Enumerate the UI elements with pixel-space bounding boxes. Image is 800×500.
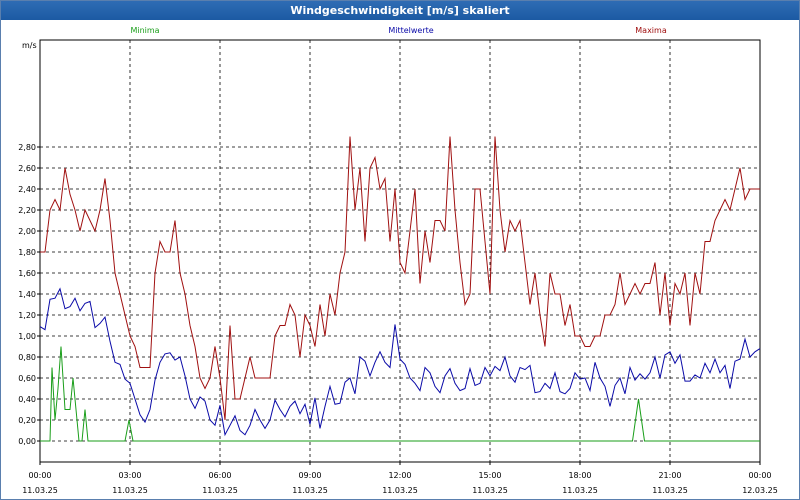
x-tick-time: 06:00 [208,471,231,480]
series-lines [39,136,761,442]
x-tick-time: 21:00 [658,471,681,480]
x-tick-date: 11.03.25 [382,486,418,495]
y-tick-label: 0,00 [18,437,36,446]
legend-minima: Minima [130,26,159,35]
x-tick-date: 12.03.25 [742,486,778,495]
x-tick-date: 11.03.25 [472,486,508,495]
x-tick-date: 11.03.25 [292,486,328,495]
chart-title: Windgeschwindigkeit [m/s] skaliert [1,1,799,20]
x-tick-date: 11.03.25 [22,486,58,495]
y-tick-label: 2,20 [18,206,36,215]
y-tick-label: 0,60 [18,374,36,383]
series-mittelwerte [39,287,761,437]
y-tick-label: 1,40 [18,290,36,299]
legend: Minima Mittelwerte Maxima [130,26,666,35]
y-tick-label: 1,00 [18,332,36,341]
x-tick-date: 11.03.25 [652,486,688,495]
x-axis-ticks: 00:00 11.03.25 03:00 11.03.25 06:00 11.03.25 0… [22,462,778,495]
y-tick-label: 0,20 [18,416,36,425]
y-tick-label: 1,80 [18,248,36,257]
series-minima [40,346,760,442]
x-tick-date: 11.03.25 [112,486,148,495]
x-tick-time: 15:00 [478,471,501,480]
y-tick-label: 2,40 [18,185,36,194]
y-tick-label: 0,40 [18,395,36,404]
x-tick-time: 00:00 [28,471,51,480]
x-tick-time: 12:00 [388,471,411,480]
y-tick-label: 1,60 [18,269,36,278]
x-tick-time: 03:00 [118,471,141,480]
series-maxima [40,136,760,421]
x-tick-time: 09:00 [298,471,321,480]
y-tick-label: 2,80 [18,143,36,152]
x-tick-time: 00:00 [748,471,771,480]
x-tick-time: 18:00 [568,471,591,480]
y-tick-label: 0,80 [18,353,36,362]
x-tick-date: 11.03.25 [202,486,238,495]
y-tick-label: 1,20 [18,311,36,320]
legend-maxima: Maxima [635,26,667,35]
y-tick-label: 2,00 [18,227,36,236]
y-axis-label: m/s [22,41,37,50]
legend-mittelwerte: Mittelwerte [388,26,433,35]
x-tick-date: 11.03.25 [562,486,598,495]
y-axis-ticks: 0,00 0,20 0,40 0,60 0,80 1,00 1,20 1,40 1,60 1,80… [18,143,40,446]
y-tick-label: 2,60 [18,164,36,173]
